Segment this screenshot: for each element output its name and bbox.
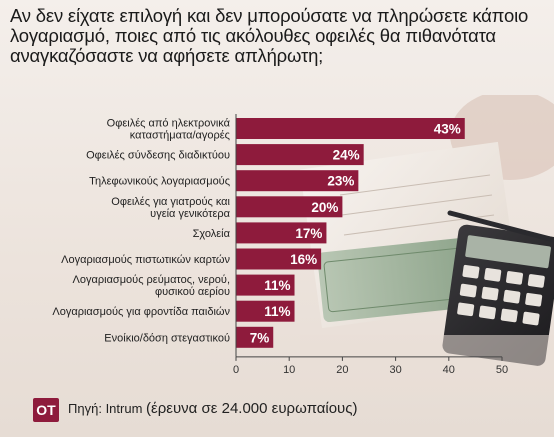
x-tick-label: 20 [336, 364, 348, 376]
category-label: Τηλεφωνικούς λογαριασμούς [89, 176, 230, 188]
value-label: 43% [434, 122, 461, 137]
x-tick-label: 0 [233, 364, 239, 376]
bar [236, 196, 343, 218]
bar [236, 144, 364, 166]
value-label: 7% [250, 330, 270, 345]
category-label: Οφειλές από ηλεκτρονικά [107, 118, 231, 130]
source-text: Πηγή: Intrum (έρευνα σε 24.000 ευρωπαίου… [68, 400, 357, 417]
value-label: 16% [290, 252, 317, 267]
category-label: καταστήματα/αγορές [130, 130, 230, 142]
value-label: 11% [264, 304, 290, 319]
x-tick-label: 50 [496, 364, 508, 376]
chart-title: Αν δεν είχατε επιλογή και δεν μπορούσατε… [10, 5, 529, 66]
bar [236, 326, 274, 348]
bar [236, 300, 295, 322]
category-label: Σχολεία [193, 228, 231, 240]
x-tick-label: 30 [389, 364, 401, 376]
category-label: φυσικού αερίου [155, 286, 230, 298]
category-label: Λογαριασμούς πιστωτικών καρτών [61, 254, 230, 266]
value-label: 23% [327, 174, 354, 189]
value-label: 24% [333, 148, 360, 163]
ot-logo: OT [33, 398, 59, 422]
category-label: Λογαριασμούς ρεύματος, νερού, [73, 274, 230, 286]
x-tick-label: 10 [283, 364, 295, 376]
value-label: 11% [264, 278, 290, 293]
category-label: Λογαριασμούς για φροντίδα παιδιών [52, 306, 230, 318]
bar [236, 274, 295, 296]
bar [236, 118, 465, 139]
value-label: 20% [311, 200, 338, 215]
value-label: 17% [295, 226, 322, 241]
x-tick-label: 40 [443, 364, 455, 376]
source-prefix: Πηγή: Intrum [68, 401, 143, 416]
source-note: (έρευνα σε 24.000 ευρωπαίους) [146, 400, 358, 417]
bar [236, 170, 359, 192]
category-label: Ενοίκιο/δόση στεγαστικού [104, 332, 230, 344]
category-label: Οφειλές σύνδεσης διαδικτύου [86, 150, 230, 162]
bar [236, 222, 327, 244]
category-label: υγεία γενικότερα [150, 208, 230, 220]
category-label: Οφειλές για γιατρούς και [111, 196, 230, 208]
bar [236, 248, 322, 270]
